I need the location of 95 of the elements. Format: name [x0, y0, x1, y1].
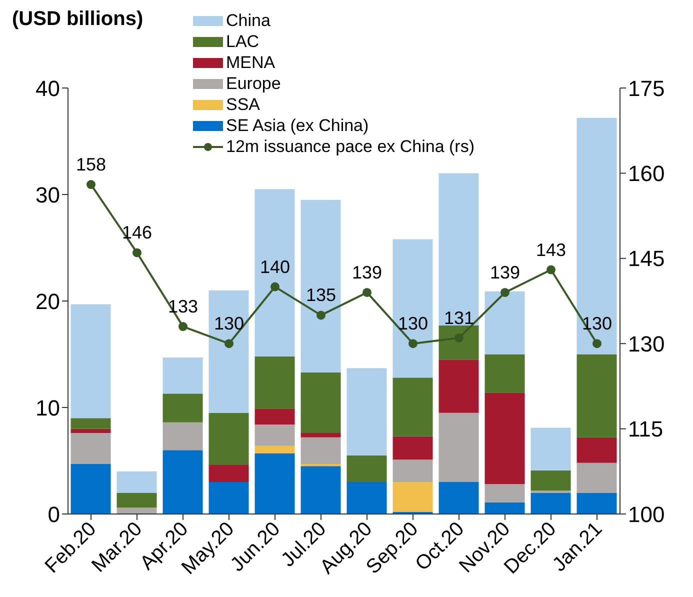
point — [362, 288, 372, 297]
point — [86, 180, 96, 190]
bar — [576, 462, 617, 493]
bar — [530, 470, 571, 491]
bar — [438, 482, 479, 514]
bar — [208, 482, 249, 514]
bar — [254, 408, 295, 425]
bar — [392, 482, 433, 512]
bar — [116, 492, 157, 508]
bar — [254, 446, 295, 454]
point — [546, 265, 556, 274]
bar — [392, 378, 433, 436]
y2-tick-label: 100 — [628, 502, 665, 527]
bar — [70, 418, 111, 429]
y2-tick-label: 115 — [628, 416, 664, 442]
bar — [254, 189, 295, 356]
bar — [300, 433, 341, 438]
point — [178, 322, 188, 332]
chart-title: (USD billions) — [12, 8, 144, 31]
bar — [530, 492, 571, 514]
point — [408, 339, 418, 348]
legend-label: China — [226, 10, 270, 31]
bar — [346, 482, 387, 514]
bar — [530, 428, 571, 470]
data-label: 130 — [398, 314, 428, 334]
bar — [484, 502, 525, 514]
data-label: 135 — [306, 285, 336, 306]
y-tick-label: 20 — [36, 288, 60, 314]
bar — [484, 392, 525, 484]
data-label: 143 — [536, 240, 566, 260]
legend-label: 12m issuance pace ex China (rs) — [226, 136, 475, 157]
point — [500, 288, 510, 297]
bar — [208, 412, 249, 466]
y2-tick-label: 160 — [628, 161, 665, 186]
bar — [70, 428, 111, 434]
bar — [300, 464, 341, 466]
legend-label: MENA — [226, 52, 276, 73]
y2-tick-label: 145 — [628, 246, 665, 272]
y-tick-label: 30 — [36, 182, 60, 208]
data-label: 158 — [76, 154, 106, 175]
bar — [484, 484, 525, 502]
data-label: 140 — [260, 256, 290, 277]
data-label: 139 — [352, 262, 382, 282]
bar — [438, 325, 479, 360]
data-label: 130 — [214, 314, 244, 334]
bar — [300, 466, 341, 514]
bar — [392, 239, 433, 378]
bar — [162, 450, 203, 514]
point — [224, 339, 234, 348]
bar — [484, 291, 525, 354]
bar — [70, 433, 111, 464]
bar — [392, 436, 433, 460]
bar — [116, 471, 157, 493]
bar — [254, 453, 295, 514]
bar — [576, 492, 617, 514]
bar — [392, 460, 433, 482]
bar — [346, 368, 387, 456]
legend-label: Europe — [226, 73, 281, 94]
y-tick-label: 40 — [36, 76, 60, 101]
point — [592, 339, 602, 348]
bar — [346, 455, 387, 482]
y2-tick-label: 130 — [628, 331, 665, 356]
y2-tick-label: 175 — [628, 76, 665, 101]
bar — [300, 200, 341, 372]
point — [454, 333, 464, 342]
bar — [162, 394, 203, 422]
y-tick-label: 10 — [36, 395, 60, 420]
legend-label: SSA — [226, 94, 260, 115]
data-label: 131 — [444, 308, 474, 328]
legend-label: SE Asia (ex China) — [226, 115, 369, 136]
bar — [254, 424, 295, 446]
point — [270, 282, 280, 292]
bar — [162, 357, 203, 394]
bar — [70, 464, 111, 514]
data-label: 139 — [490, 262, 520, 282]
bar — [254, 356, 295, 409]
bar — [576, 354, 617, 438]
bar — [300, 372, 341, 434]
bar — [484, 354, 525, 393]
data-label: 146 — [122, 222, 152, 243]
bar — [576, 437, 617, 463]
bar — [208, 465, 249, 482]
bar — [116, 508, 157, 514]
bar — [162, 422, 203, 450]
legend-label: LAC — [226, 31, 260, 52]
bar — [438, 173, 479, 326]
point — [316, 310, 326, 320]
y-tick-label: 0 — [48, 502, 60, 527]
bar — [70, 304, 111, 418]
point — [132, 248, 142, 258]
bar — [576, 118, 617, 354]
bar — [300, 437, 341, 464]
bar — [208, 290, 249, 413]
bar — [438, 360, 479, 413]
bar — [438, 412, 479, 482]
